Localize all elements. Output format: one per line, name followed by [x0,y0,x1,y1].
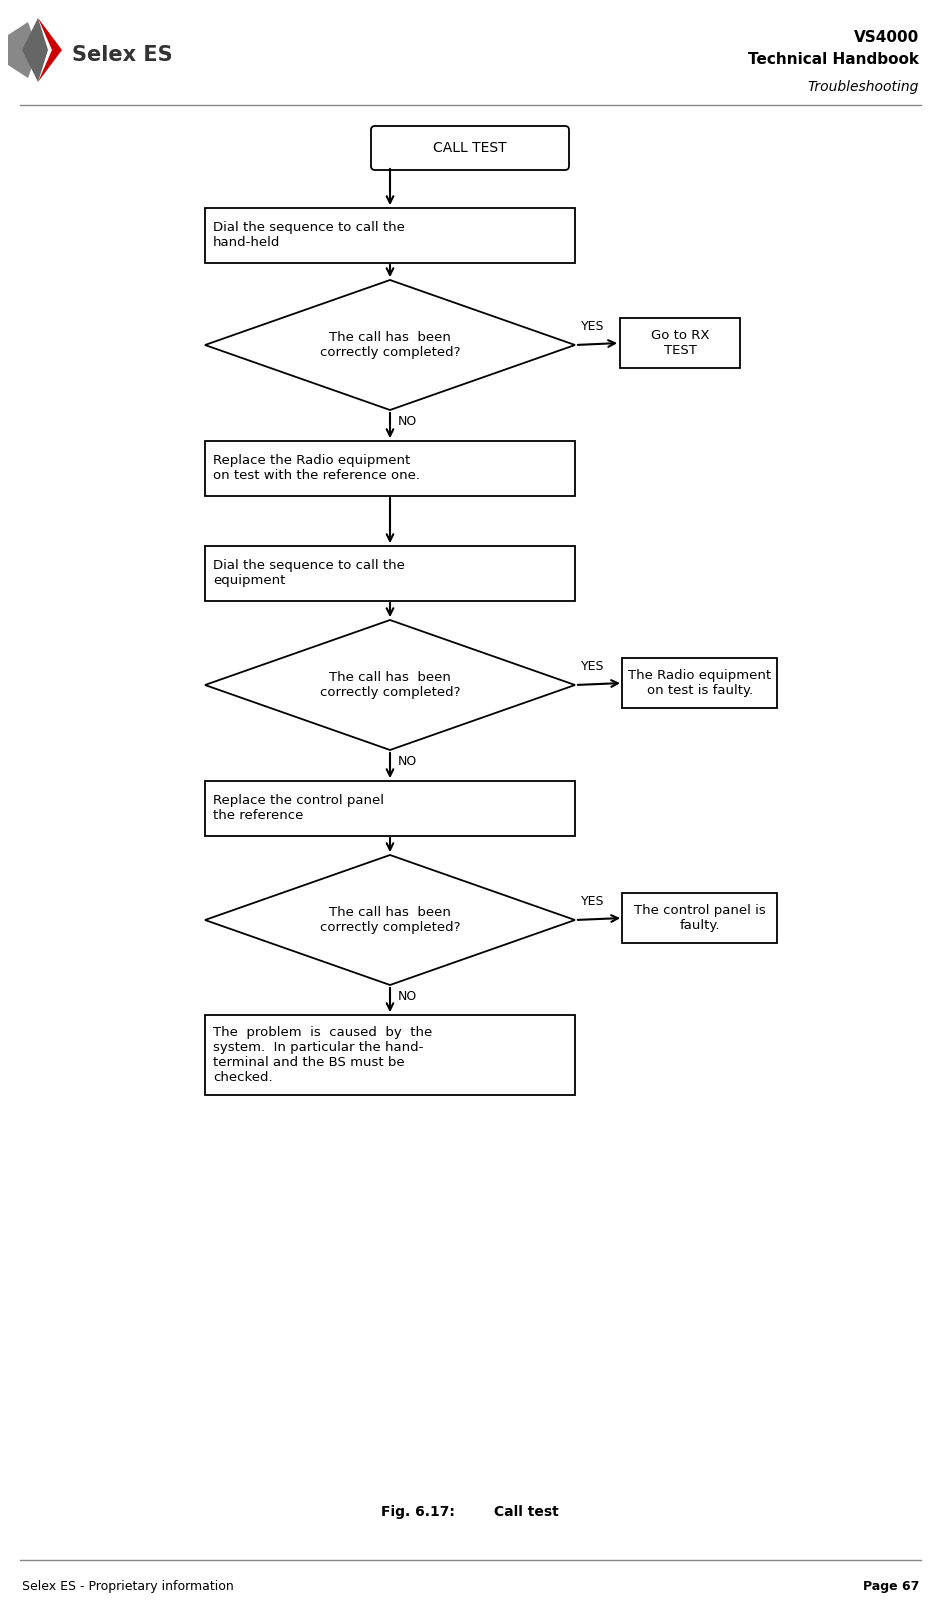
Text: Replace the Radio equipment
on test with the reference one.: Replace the Radio equipment on test with… [213,454,420,482]
Text: Replace the control panel
the reference: Replace the control panel the reference [213,795,384,822]
Text: The call has  been
correctly completed?: The call has been correctly completed? [320,331,460,358]
Text: YES: YES [581,660,604,673]
Polygon shape [38,18,62,83]
Text: YES: YES [581,895,604,908]
FancyBboxPatch shape [620,318,740,368]
FancyBboxPatch shape [371,127,569,170]
Text: Dial the sequence to call the
equipment: Dial the sequence to call the equipment [213,560,405,587]
Text: Fig. 6.17:        Call test: Fig. 6.17: Call test [381,1505,559,1518]
Text: NO: NO [398,754,417,767]
FancyBboxPatch shape [205,1015,575,1095]
Text: Dial the sequence to call the
hand-held: Dial the sequence to call the hand-held [213,221,405,250]
Text: The  problem  is  caused  by  the
system.  In particular the hand-
terminal and : The problem is caused by the system. In … [213,1027,432,1083]
Text: Selex ES - Proprietary information: Selex ES - Proprietary information [22,1580,233,1593]
Text: NO: NO [398,989,417,1002]
Text: Technical Handbook: Technical Handbook [748,52,919,67]
FancyBboxPatch shape [205,441,575,495]
FancyBboxPatch shape [623,894,777,942]
Text: The call has  been
correctly completed?: The call has been correctly completed? [320,672,460,699]
Text: Page 67: Page 67 [863,1580,919,1593]
Polygon shape [22,18,48,83]
Text: Go to RX
TEST: Go to RX TEST [651,329,710,357]
FancyBboxPatch shape [205,545,575,600]
FancyBboxPatch shape [623,659,777,707]
Text: The call has  been
correctly completed?: The call has been correctly completed? [320,907,460,934]
Text: Selex ES: Selex ES [72,45,172,65]
Polygon shape [8,23,38,78]
Text: Troubleshooting: Troubleshooting [807,79,919,94]
Text: VS4000: VS4000 [853,29,919,45]
Polygon shape [205,855,575,985]
Text: NO: NO [398,415,417,428]
Text: YES: YES [581,320,604,333]
FancyBboxPatch shape [205,208,575,263]
Text: The Radio equipment
on test is faulty.: The Radio equipment on test is faulty. [629,668,772,697]
Text: CALL TEST: CALL TEST [433,141,507,156]
FancyBboxPatch shape [205,780,575,835]
Text: The control panel is
faulty.: The control panel is faulty. [634,903,766,933]
Polygon shape [205,281,575,410]
Polygon shape [205,620,575,749]
